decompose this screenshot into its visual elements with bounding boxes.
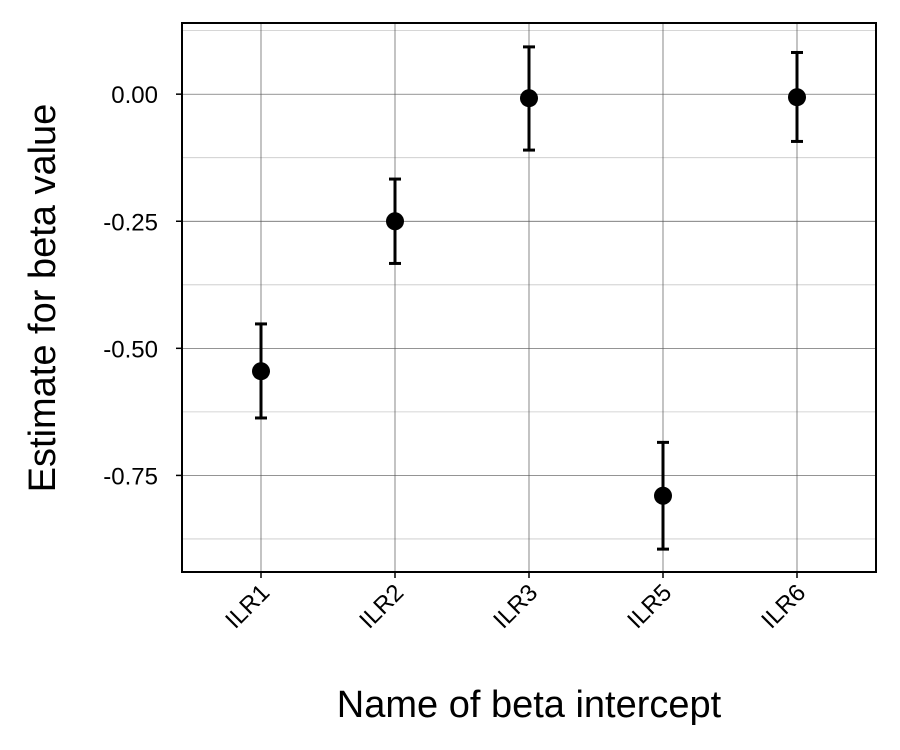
x-axis-title: Name of beta intercept <box>337 684 722 726</box>
data-point <box>252 362 270 381</box>
data-point <box>386 212 404 231</box>
y-tick-label: -0.50 <box>103 336 158 363</box>
x-tick-label: ILR6 <box>756 579 811 634</box>
x-tick-label: ILR1 <box>220 579 275 634</box>
x-tick-label: ILR2 <box>354 579 409 634</box>
y-axis: 0.00 -0.25 -0.50 -0.75 <box>103 82 182 490</box>
x-tick-label: ILR5 <box>622 579 677 634</box>
data-marks <box>252 45 806 551</box>
y-axis-title: Estimate for beta value <box>22 104 64 493</box>
data-point <box>788 88 806 107</box>
data-point <box>520 89 538 108</box>
y-tick-label: -0.75 <box>103 463 158 490</box>
x-tick-label: ILR3 <box>488 579 543 634</box>
x-axis: ILR1 ILR2 ILR3 ILR5 ILR6 <box>220 572 811 634</box>
y-tick-label: 0.00 <box>111 82 158 109</box>
y-tick-label: -0.25 <box>103 209 158 236</box>
data-point <box>654 486 672 505</box>
